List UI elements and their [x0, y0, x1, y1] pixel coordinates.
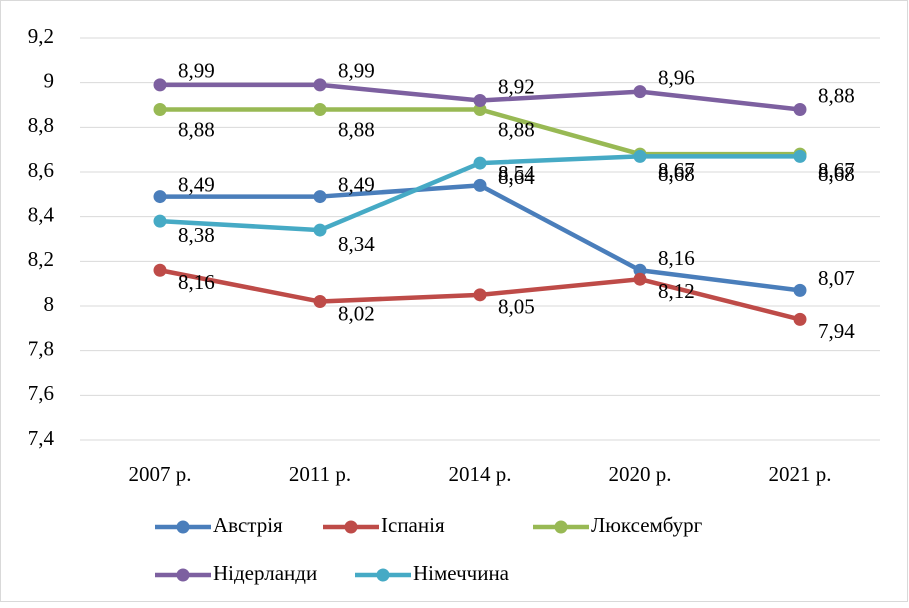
y-tick-label: 8,6: [28, 158, 54, 182]
marker: [473, 156, 487, 170]
marker: [793, 283, 807, 297]
legend-label: Нідерланди: [213, 561, 317, 585]
y-tick-label: 7,8: [28, 336, 54, 360]
data-label: 7,94: [818, 319, 855, 343]
y-tick-label: 8,2: [28, 247, 54, 271]
marker: [153, 78, 167, 92]
legend-marker: [176, 520, 190, 534]
y-tick-label: 8,4: [28, 202, 55, 226]
marker: [793, 149, 807, 163]
legend-marker: [344, 520, 358, 534]
data-label: 8,02: [338, 301, 375, 325]
data-label: 8,92: [498, 74, 535, 98]
legend-label: Німеччина: [413, 561, 510, 585]
marker: [473, 94, 487, 108]
marker: [313, 223, 327, 237]
marker: [473, 288, 487, 302]
x-tick-label: 2014 р.: [449, 462, 512, 486]
marker: [633, 263, 647, 277]
marker: [153, 102, 167, 116]
marker: [313, 295, 327, 309]
data-label: 8,68: [818, 162, 855, 186]
x-tick-label: 2020 р.: [609, 462, 672, 486]
x-tick-label: 2007 р.: [129, 462, 192, 486]
data-label: 8,38: [178, 223, 215, 247]
marker: [313, 102, 327, 116]
data-label: 8,07: [818, 266, 855, 290]
data-label: 8,68: [658, 162, 695, 186]
data-label: 8,96: [658, 65, 695, 89]
legend-label: Іспанія: [381, 513, 445, 537]
legend-marker: [376, 568, 390, 582]
marker: [153, 214, 167, 228]
data-label: 8,88: [178, 117, 215, 141]
data-label: 8,34: [338, 232, 375, 256]
y-tick-label: 8,8: [28, 113, 54, 137]
data-label: 8,99: [338, 59, 375, 83]
marker: [153, 263, 167, 277]
legend-marker: [554, 520, 568, 534]
y-tick-label: 9: [44, 68, 55, 92]
data-label: 8,88: [818, 83, 855, 107]
marker: [633, 85, 647, 99]
marker: [313, 78, 327, 92]
data-label: 8,67: [658, 158, 695, 182]
data-label: 8,88: [498, 117, 535, 141]
legend-label: Австрія: [213, 513, 283, 537]
marker: [153, 190, 167, 204]
marker: [473, 102, 487, 116]
marker: [473, 178, 487, 192]
y-tick-label: 9,2: [28, 24, 54, 48]
data-label: 8,05: [498, 295, 535, 319]
data-label: 8,16: [178, 270, 215, 294]
data-label: 8,88: [338, 117, 375, 141]
y-tick-label: 7,6: [28, 381, 54, 405]
y-tick-label: 8: [44, 292, 55, 316]
x-tick-label: 2021 р.: [769, 462, 832, 486]
data-label: 8,99: [178, 59, 215, 83]
marker: [633, 149, 647, 163]
marker: [793, 312, 807, 326]
y-tick-label: 7,4: [28, 426, 55, 450]
data-label: 8,49: [178, 172, 215, 196]
data-label: 8,67: [818, 158, 855, 182]
data-label: 8,16: [658, 246, 695, 270]
data-label: 8,64: [498, 165, 535, 189]
marker: [633, 272, 647, 286]
marker: [313, 190, 327, 204]
marker: [793, 102, 807, 116]
legend-marker: [176, 568, 190, 582]
data-label: 8,54: [498, 161, 535, 185]
legend-label: Люксембург: [591, 513, 703, 537]
data-label: 8,49: [338, 172, 375, 196]
data-label: 8,12: [658, 279, 695, 303]
x-tick-label: 2011 р.: [289, 462, 351, 486]
